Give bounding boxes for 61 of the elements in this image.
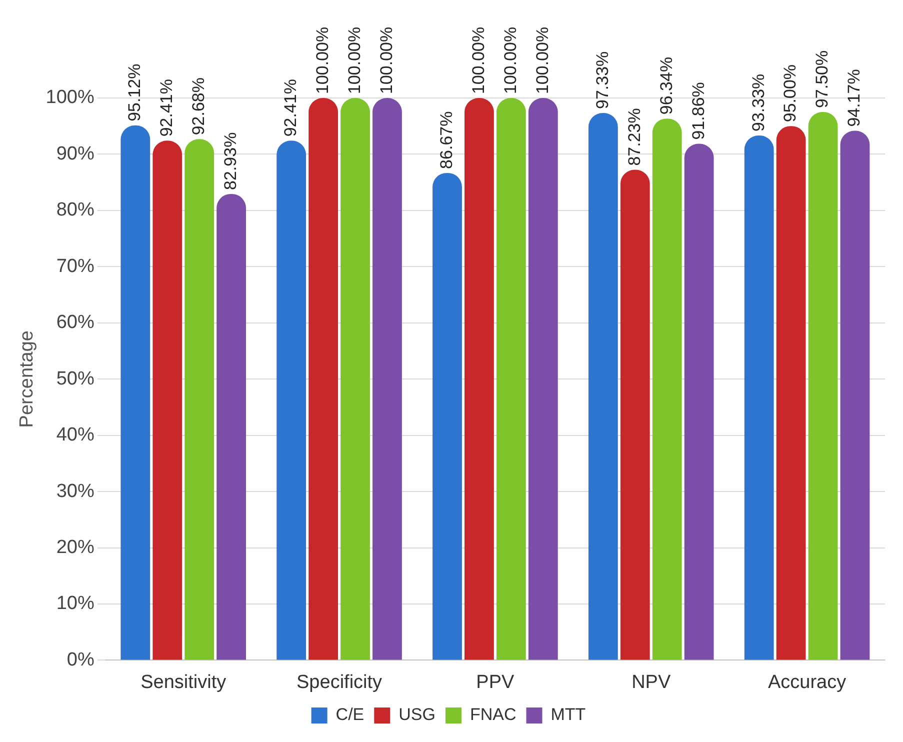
x-tick-label: Sensitivity bbox=[140, 672, 227, 693]
data-label: 82.93% bbox=[220, 132, 240, 190]
y-tick-label: 90% bbox=[56, 143, 94, 164]
legend-label: MTT bbox=[550, 705, 586, 724]
bar bbox=[308, 98, 338, 660]
bar bbox=[184, 139, 214, 660]
data-label: 100.00% bbox=[344, 26, 364, 94]
x-tick-label: Specificity bbox=[296, 672, 383, 693]
data-label: 94.17% bbox=[844, 69, 864, 127]
legend-label: C/E bbox=[336, 705, 364, 724]
data-label: 92.41% bbox=[281, 79, 300, 137]
data-label: 100.00% bbox=[532, 26, 552, 94]
data-label: 87.23% bbox=[624, 108, 644, 166]
bar bbox=[684, 144, 714, 660]
data-label: 92.41% bbox=[157, 79, 176, 137]
y-tick-label: 80% bbox=[56, 200, 94, 221]
y-tick-label: 0% bbox=[66, 649, 94, 670]
y-tick-label: 10% bbox=[56, 593, 94, 614]
bar bbox=[776, 126, 806, 660]
bar bbox=[340, 98, 370, 660]
x-tick-label: PPV bbox=[476, 672, 515, 693]
bar bbox=[840, 130, 870, 660]
legend-label: USG bbox=[398, 705, 436, 724]
y-tick-label: 40% bbox=[56, 424, 94, 446]
y-tick-label: 50% bbox=[56, 368, 94, 390]
legend-label: FNAC bbox=[470, 705, 516, 724]
data-label: 91.86% bbox=[688, 82, 708, 140]
bar bbox=[620, 170, 650, 660]
x-tick-label: NPV bbox=[632, 672, 671, 693]
data-label: 95.00% bbox=[780, 64, 800, 122]
data-label: 97.50% bbox=[812, 50, 832, 108]
y-tick-label: 70% bbox=[56, 256, 94, 277]
bar bbox=[372, 98, 402, 660]
data-label: 100.00% bbox=[312, 26, 332, 94]
bar bbox=[120, 125, 150, 660]
data-label: 93.33% bbox=[748, 74, 768, 132]
data-label: 96.34% bbox=[656, 56, 676, 115]
bar bbox=[152, 140, 182, 660]
y-tick-label: 30% bbox=[56, 480, 94, 502]
data-label: 86.67% bbox=[436, 111, 456, 169]
bar bbox=[216, 194, 246, 660]
y-axis-title: Percentage bbox=[16, 330, 38, 428]
data-label: 100.00% bbox=[468, 26, 488, 94]
bar bbox=[652, 118, 682, 660]
bar bbox=[588, 113, 618, 660]
data-label: 92.68% bbox=[189, 77, 208, 136]
y-tick-label: 60% bbox=[56, 312, 94, 334]
data-label: 95.12% bbox=[125, 64, 144, 122]
bar bbox=[432, 172, 462, 660]
data-label: 100.00% bbox=[376, 26, 396, 94]
bar bbox=[464, 98, 494, 660]
x-tick-label: Accuracy bbox=[768, 672, 847, 693]
bar bbox=[744, 136, 774, 660]
y-tick-label: 20% bbox=[56, 536, 94, 558]
data-label: 97.33% bbox=[592, 51, 612, 110]
y-tick-label: 100% bbox=[46, 87, 94, 108]
bar bbox=[496, 98, 526, 660]
data-label: 100.00% bbox=[500, 26, 520, 94]
bar bbox=[276, 140, 306, 660]
bar bbox=[808, 112, 838, 660]
bar bbox=[528, 98, 558, 660]
